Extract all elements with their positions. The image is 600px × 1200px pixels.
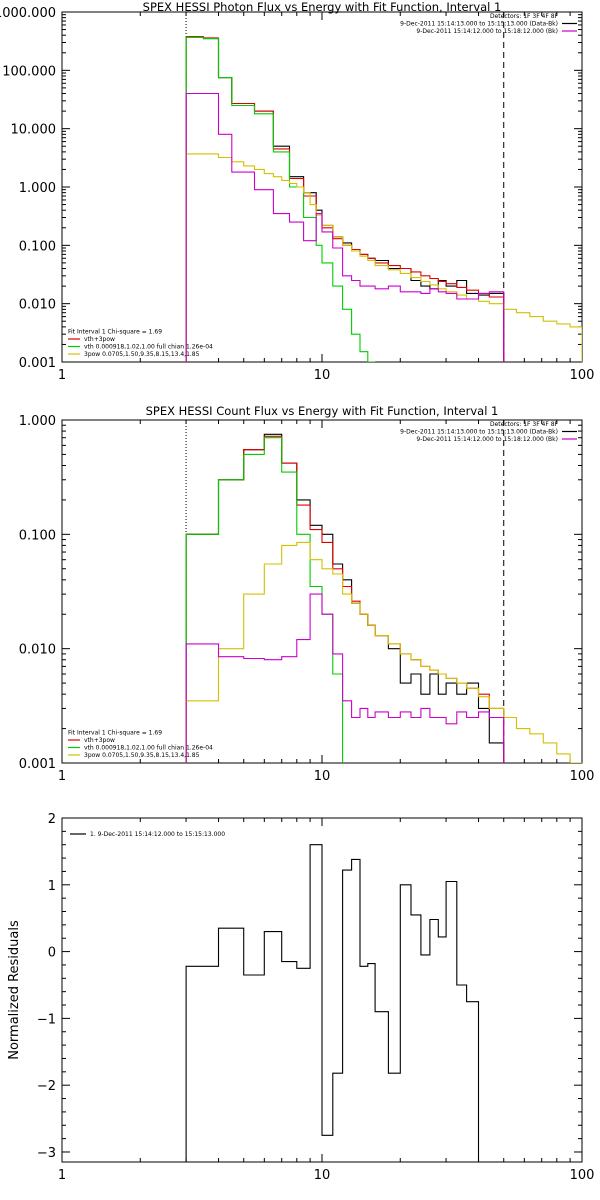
series-line-5 <box>185 593 505 763</box>
y-tick-label: −2 <box>37 1079 56 1094</box>
series-group <box>185 433 582 763</box>
y-axis-label: Normalized Residuals <box>7 920 22 1060</box>
legend-top-text: Detectors: 1F 3F 4F 8F <box>490 13 559 20</box>
series-line-3 <box>185 36 376 362</box>
series-line-2 <box>185 35 505 362</box>
y-tick-label: −3 <box>37 1146 56 1161</box>
legend-bottom-text: vth 0.000918,1.02,1.00 full chian 1.26e-… <box>84 344 213 351</box>
y-tick-label: 100.000 <box>2 64 56 79</box>
y-tick-label: 1.000 <box>19 181 56 196</box>
x-tick-label: 100 <box>570 1168 595 1183</box>
legend-top-text: 1. 9-Dec-2011 15:14:12.000 to 15:15:13.0… <box>90 831 225 838</box>
y-tick-label: −1 <box>37 1012 56 1027</box>
x-tick-label: 1 <box>58 1168 66 1183</box>
y-tick-label: 0.100 <box>19 528 56 543</box>
legend-bottom-text: vth+3pow <box>84 737 115 744</box>
y-tick-label: 2 <box>48 812 56 827</box>
chart-title: SPEX HESSI Photon Flux vs Energy with Fi… <box>143 0 502 14</box>
y-tick-label: 0.010 <box>19 298 56 313</box>
y-tick-label: 10.000 <box>11 123 57 138</box>
series-line-4 <box>185 153 582 362</box>
legend-bottom-text: 3pow 0.0705,1.50,9.35,8.15,13.4,1.85 <box>84 752 200 759</box>
y-tick-label: 0.001 <box>19 356 56 371</box>
series-line-1 <box>185 433 505 763</box>
y-tick-label: 0.001 <box>19 757 56 772</box>
series-group <box>185 35 582 362</box>
legend-bottom-text: vth+3pow <box>84 336 115 343</box>
y-tick-label: 0 <box>48 946 56 961</box>
legend-top-text: 9-Dec-2011 15:14:13.000 to 15:15:13.000 … <box>400 21 558 28</box>
y-tick-label: 0.100 <box>19 239 56 254</box>
chart-panel-3: 1 10 100 −3 −2 −1 0 1 2 Normalized Residuals 1. 9-… <box>7 812 594 1183</box>
x-tick-label: 10 <box>314 368 331 383</box>
legend-bottom-text: vth 0.000918,1.02,1.00 full chian 1.26e-… <box>84 745 213 752</box>
x-tick-label: 1 <box>58 769 66 784</box>
y-tick-label: 1 <box>48 879 56 894</box>
x-tick-label: 10 <box>314 769 331 784</box>
legend-bottom-text: Fit Interval 1 Chi-square = 1.69 <box>68 730 162 737</box>
series-line-5 <box>185 92 505 362</box>
legend-bottom-text: 3pow 0.0705,1.50,9.35,8.15,13.4,1.85 <box>84 351 200 358</box>
y-tick-label: 1.000 <box>19 414 56 429</box>
series-line-1 <box>185 36 505 362</box>
legend-top-text: Detectors: 1F 3F 4F 8F <box>490 421 559 428</box>
series-line-1 <box>185 844 504 1162</box>
series-line-2 <box>185 435 505 763</box>
chart-title: SPEX HESSI Count Flux vs Energy with Fit… <box>146 404 499 418</box>
legend-top-text: 9-Dec-2011 15:14:12.000 to 15:18:12.000 … <box>416 28 558 35</box>
y-tick-label: 1000.000 <box>0 6 56 21</box>
legend-bottom-text: Fit Interval 1 Chi-square = 1.69 <box>68 329 162 336</box>
x-tick-label: 100 <box>570 769 595 784</box>
legend-top-text: 9-Dec-2011 15:14:12.000 to 15:18:12.000 … <box>416 436 558 443</box>
x-tick-label: 1 <box>58 368 66 383</box>
series-line-3 <box>185 437 344 763</box>
x-tick-label: 100 <box>570 368 595 383</box>
legend-top-text: 9-Dec-2011 15:14:13.000 to 15:15:13.000 … <box>400 429 558 436</box>
chart-panel-2: SPEX HESSI Count Flux vs Energy with Fit… <box>19 404 595 784</box>
series-line-4 <box>185 541 582 763</box>
series-group <box>185 844 504 1162</box>
y-tick-label: 0.010 <box>19 643 56 658</box>
chart-panel-1: SPEX HESSI Photon Flux vs Energy with Fi… <box>0 0 594 383</box>
x-tick-label: 10 <box>314 1168 331 1183</box>
